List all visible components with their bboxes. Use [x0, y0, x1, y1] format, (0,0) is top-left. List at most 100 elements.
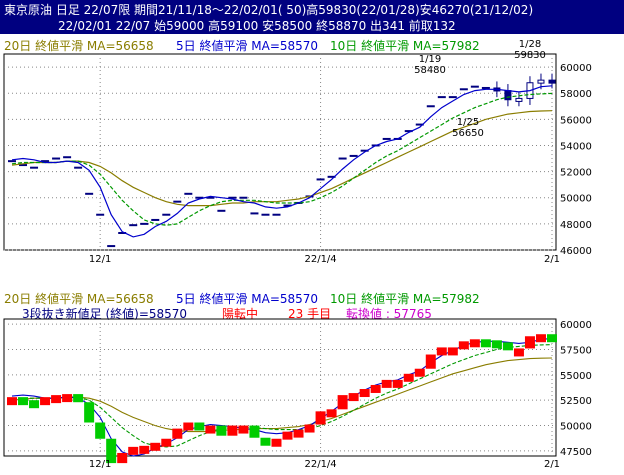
up-block [293, 429, 304, 438]
up-block [524, 336, 535, 349]
up-block [458, 341, 469, 350]
top-x-tick-label: 12/1 [89, 254, 111, 265]
up-block [271, 438, 282, 447]
bottom-y-tick-label: 52500 [560, 396, 592, 407]
bottom-x-tick-label: 22/1/4 [304, 459, 336, 470]
legend-ma20-top: 20日 終値平滑 MA=56658 [4, 39, 154, 53]
bottom-y-tick-label: 60000 [560, 320, 592, 331]
down-block [547, 334, 557, 343]
up-block [513, 348, 524, 357]
candle-body [515, 97, 523, 102]
up-block [315, 411, 326, 425]
down-block [194, 422, 205, 431]
top-price-marks [8, 73, 556, 248]
up-block [370, 384, 381, 393]
annotation-value: 58480 [414, 65, 446, 76]
up-block [348, 393, 359, 402]
up-block [392, 379, 403, 388]
up-block [425, 354, 436, 369]
bottom-y-axis: 60000 57500 55000 52500 50000 47500 [560, 320, 592, 458]
up-block [117, 452, 128, 464]
top-ma20-line [11, 110, 553, 207]
bottom-kagi-blocks [7, 334, 557, 464]
top-y-axis: 60000 58000 56000 54000 52000 50000 48000 46000 [560, 63, 592, 257]
legend-ma5-bottom: 5日 終値平滑 MA=58570 [176, 292, 319, 306]
up-block [40, 397, 51, 406]
up-block [469, 339, 480, 348]
up-block [183, 422, 194, 431]
down-block [106, 438, 117, 464]
kagi-label: 3段抜き新値足 (終値)=58570 [22, 307, 188, 321]
top-chart-frame [3, 53, 557, 251]
up-block [304, 424, 315, 433]
down-block [260, 437, 271, 446]
top-ma10-line [11, 92, 553, 226]
top-y-tick-label: 54000 [560, 141, 592, 152]
candle-body [504, 90, 512, 101]
down-block [480, 339, 491, 348]
kagi-state: 陽転中 [222, 307, 259, 321]
bottom-ma20-line [11, 357, 553, 433]
up-block [172, 428, 183, 439]
bottom-chart-frame [3, 318, 557, 457]
down-block [502, 342, 513, 351]
annotation-date: 1/25 [457, 117, 479, 128]
down-block [95, 422, 106, 439]
bottom-x-tick-label: 2/1 [544, 459, 560, 470]
down-block [84, 402, 95, 423]
bottom-ma10-line [11, 344, 553, 448]
top-gridlines [4, 54, 556, 251]
top-y-tick-label: 48000 [560, 220, 592, 231]
bottom-y-tick-label: 57500 [560, 345, 592, 356]
up-block [337, 395, 348, 410]
kagi-count: 23 手目 [288, 307, 332, 321]
up-block [359, 389, 370, 398]
down-block [73, 394, 84, 403]
bottom-ma5-line [11, 338, 553, 457]
up-block [51, 395, 62, 404]
bottom-y-tick-label: 50000 [560, 422, 592, 433]
chart-header: 東京原油 日足 22/07限 期間21/11/18〜22/02/01( 50)高… [0, 0, 624, 34]
annotation-value: 59830 [514, 50, 546, 61]
bottom-y-tick-label: 55000 [560, 371, 592, 382]
top-ma5-line [11, 85, 553, 238]
up-block [326, 409, 337, 418]
down-block [216, 425, 227, 436]
up-block [403, 373, 414, 382]
up-block [535, 334, 546, 343]
up-block [150, 442, 161, 451]
up-block [205, 425, 216, 434]
down-block [18, 397, 29, 406]
top-y-tick-label: 52000 [560, 168, 592, 179]
header-line-1: 東京原油 日足 22/07限 期間21/11/18〜22/02/01( 50)高… [4, 3, 534, 17]
top-x-tick-label: 22/1/4 [304, 254, 336, 265]
bottom-ma-lines [11, 338, 553, 457]
annotation-date: 1/19 [419, 54, 441, 65]
top-y-tick-label: 58000 [560, 89, 592, 100]
up-block [161, 438, 172, 447]
down-block [29, 400, 40, 409]
top-y-tick-label: 46000 [560, 246, 592, 257]
down-block [249, 425, 260, 438]
up-block [139, 445, 150, 454]
bottom-y-tick-label: 47500 [560, 447, 592, 458]
up-block [436, 347, 447, 356]
top-x-tick-label: 2/1 [544, 254, 560, 265]
legend-ma20-bottom: 20日 終値平滑 MA=56658 [4, 292, 154, 306]
legend-ma10-top: 10日 終値平滑 MA=57982 [330, 39, 480, 53]
header-line-2: 22/02/01 22/07 始59000 高59100 安58500 終588… [58, 19, 456, 33]
up-block [381, 379, 392, 388]
up-block [227, 425, 238, 436]
candle-body [548, 79, 556, 84]
kagi-reversal: 転換値 : 57765 [346, 307, 432, 321]
legend-ma5-top: 5日 終値平滑 MA=58570 [176, 39, 319, 53]
x-axis-labels: 12/1 22/1/4 2/1 12/1 22/1/4 2/1 [89, 254, 560, 470]
up-block [7, 397, 17, 406]
annotation-value: 56650 [452, 128, 484, 139]
up-block [238, 425, 249, 434]
bottom-x-tick-label: 12/1 [89, 459, 111, 470]
top-y-tick-label: 56000 [560, 115, 592, 126]
candle-body [537, 79, 545, 84]
